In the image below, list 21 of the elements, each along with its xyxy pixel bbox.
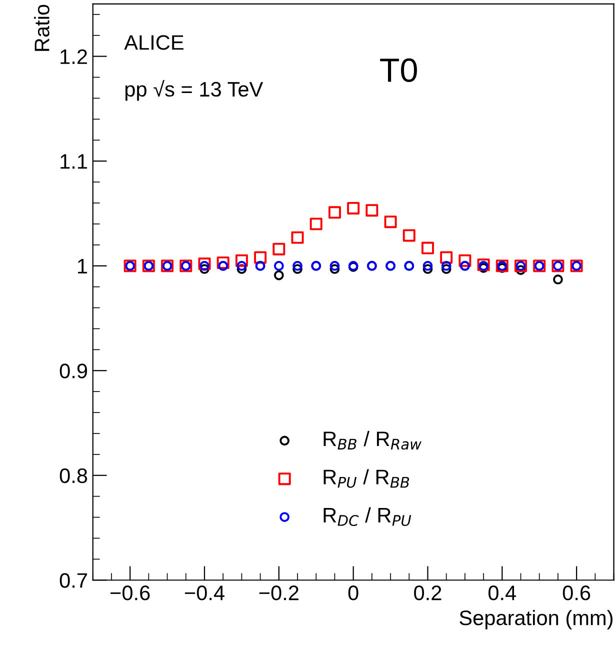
legend-label: R$_{DC}$ / R$_{PU}$ [324,507,412,526]
y-tick-label: 1.2 [60,49,87,64]
x-tick-label: 0.6 [562,586,590,600]
annotation: pp √s = 13 TeV [125,80,264,101]
y-axis-title: Ratio [34,4,50,51]
x-tick-label: −0.6 [110,586,150,600]
y-tick-label: 1 [78,259,87,274]
x-tick-label: 0.2 [414,586,442,600]
y-tick-label: 1.1 [60,154,87,169]
y-tick-label: 0.7 [60,573,87,588]
y-tick-label: 0.9 [60,364,88,378]
x-tick-label: −0.2 [259,586,298,600]
x-tick-label: 0 [348,586,358,600]
x-axis-title: Separation (mm) [460,610,612,630]
x-tick-label: −0.4 [184,586,224,600]
x-tick-label: 0.4 [488,586,516,600]
legend-label: R$_{BB}$ / R$_{Raw}$ [324,430,422,450]
annotation: T0 [380,58,417,82]
annotation: ALICE [124,35,184,50]
y-tick-label: 0.8 [60,468,88,484]
legend-label: R$_{PU}$ / R$_{BB}$ [324,469,410,488]
